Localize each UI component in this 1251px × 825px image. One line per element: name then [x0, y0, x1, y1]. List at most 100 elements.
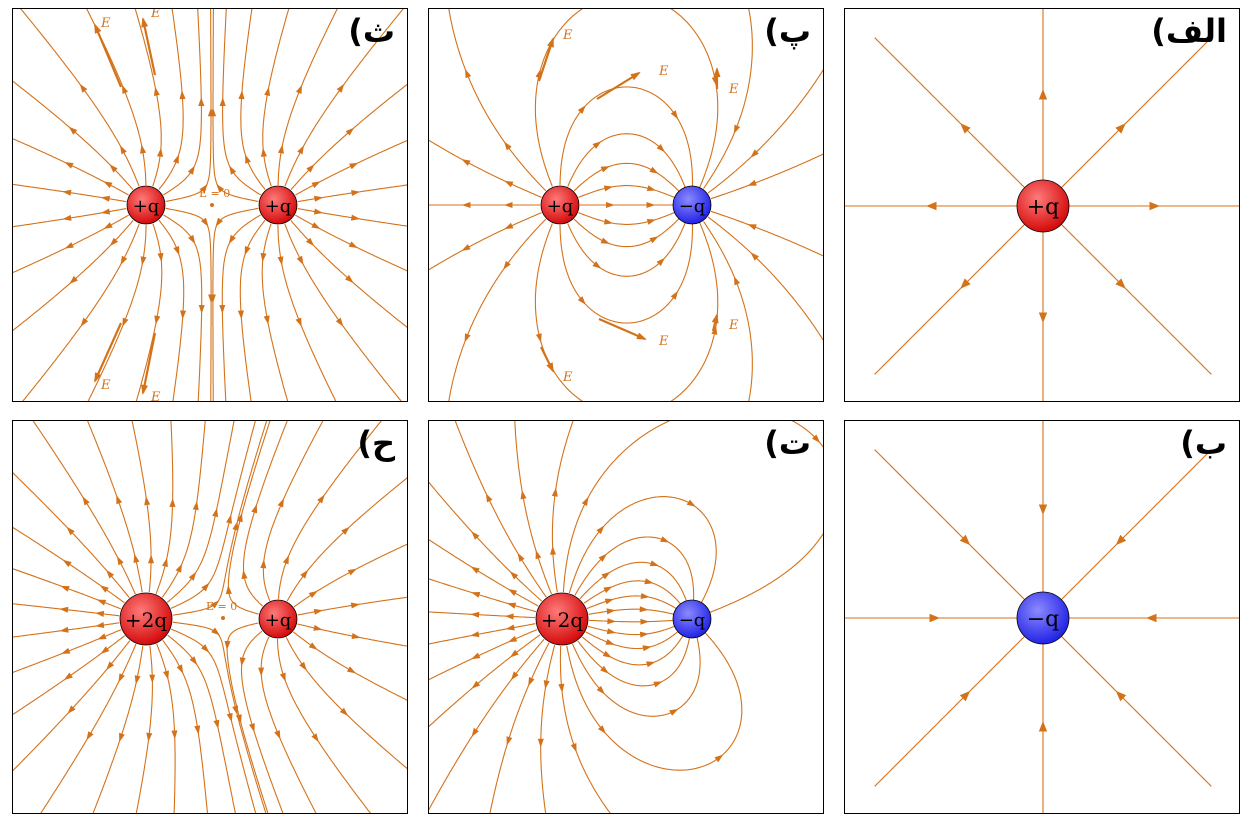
field-arrow — [606, 608, 616, 615]
e-vector-head — [141, 384, 148, 395]
field-line — [155, 421, 174, 595]
field-line — [1060, 635, 1212, 787]
field-arrow — [504, 141, 512, 151]
field-line — [581, 627, 688, 666]
field-arrow — [646, 185, 656, 191]
charge-negative: −q — [1016, 591, 1070, 645]
field-arrow — [119, 732, 125, 743]
field-arrow — [505, 624, 515, 631]
field-arrow — [251, 504, 258, 514]
field-arrow — [470, 611, 480, 618]
field-line — [163, 214, 203, 401]
field-arrow — [465, 69, 472, 79]
field-arrow — [225, 585, 232, 595]
field-line — [583, 580, 687, 612]
field-arrow — [122, 317, 129, 327]
field-arrow — [537, 738, 544, 748]
field-arrow — [306, 164, 315, 173]
field-arrow — [747, 224, 757, 231]
field-line — [534, 9, 719, 195]
field-arrow — [140, 144, 147, 154]
field-arrow — [116, 495, 123, 505]
field-arrow — [62, 214, 72, 221]
field-arrow — [260, 559, 267, 569]
charge-label: −q — [1027, 607, 1060, 632]
field-arrow — [245, 154, 251, 164]
field-arrow — [209, 294, 216, 304]
field-arrow — [509, 571, 519, 580]
field-arrow — [59, 606, 69, 613]
field-arrow — [1038, 312, 1048, 323]
field-line — [22, 223, 140, 401]
e-vector-label: E — [658, 64, 669, 79]
charge-label: +2q — [541, 608, 583, 632]
field-arrow — [106, 569, 115, 579]
field-arrow — [959, 534, 971, 546]
field-arrow — [336, 83, 345, 93]
field-arrow — [960, 278, 971, 289]
neutral-point: E = 0 — [199, 187, 230, 207]
field-line — [574, 536, 695, 608]
field-line — [429, 634, 541, 728]
field-arrow — [520, 490, 527, 500]
field-arrow — [260, 147, 267, 157]
field-diagram-be: −q — [845, 421, 1239, 813]
field-arrow — [506, 736, 513, 746]
field-line — [874, 223, 1026, 375]
field-lines — [13, 9, 407, 401]
field-arrow — [144, 496, 151, 506]
field-line — [568, 496, 717, 610]
field-arrow — [67, 705, 76, 714]
field-line — [448, 9, 547, 192]
field-diagram-pe: E E E E E E +q −q — [429, 9, 823, 401]
charge-label: −q — [679, 610, 706, 631]
field-line — [167, 634, 236, 813]
field-arrow — [64, 242, 74, 249]
field-arrow — [341, 526, 350, 535]
field-line — [562, 421, 823, 616]
field-arrow — [960, 123, 971, 134]
charge-positive-right: +q — [258, 185, 298, 225]
e-vector — [93, 322, 123, 382]
field-arrow — [153, 86, 160, 96]
field-line — [20, 9, 140, 187]
panel-be: −q ب) — [844, 420, 1240, 814]
field-arrow — [64, 162, 74, 169]
field-arrow — [244, 246, 251, 256]
field-line — [559, 215, 694, 324]
field-line — [262, 421, 324, 602]
field-arrow — [305, 237, 315, 247]
field-arrow — [649, 560, 660, 567]
field-line — [292, 631, 407, 701]
field-arrow — [603, 218, 614, 225]
field-line — [429, 481, 543, 602]
field-line — [429, 638, 545, 811]
field-line — [158, 219, 185, 401]
field-arrow — [235, 714, 242, 724]
field-line — [221, 214, 261, 401]
field-line — [162, 639, 209, 813]
field-arrow — [212, 507, 219, 518]
field-arrow — [311, 222, 321, 229]
field-arrow — [711, 325, 718, 335]
field-line — [874, 635, 1026, 787]
field-line — [239, 219, 266, 401]
field-arrow — [570, 743, 577, 753]
field-arrow — [644, 578, 654, 585]
field-arrow — [62, 189, 72, 196]
field-lines — [13, 421, 407, 813]
charge-positive-left: +q — [126, 185, 166, 225]
field-arrow — [237, 310, 244, 320]
field-arrow — [1146, 613, 1157, 623]
field-arrow — [66, 526, 75, 536]
field-arrow — [173, 154, 179, 164]
charge-label: +2q — [125, 608, 167, 632]
field-arrow — [1038, 504, 1048, 515]
e-vector-head — [546, 362, 554, 373]
e-vectors: E E E E — [93, 9, 161, 401]
field-arrow — [82, 496, 90, 506]
field-line — [172, 421, 268, 616]
field-line — [226, 622, 269, 813]
field-line — [290, 83, 407, 191]
field-arrow — [335, 317, 344, 327]
